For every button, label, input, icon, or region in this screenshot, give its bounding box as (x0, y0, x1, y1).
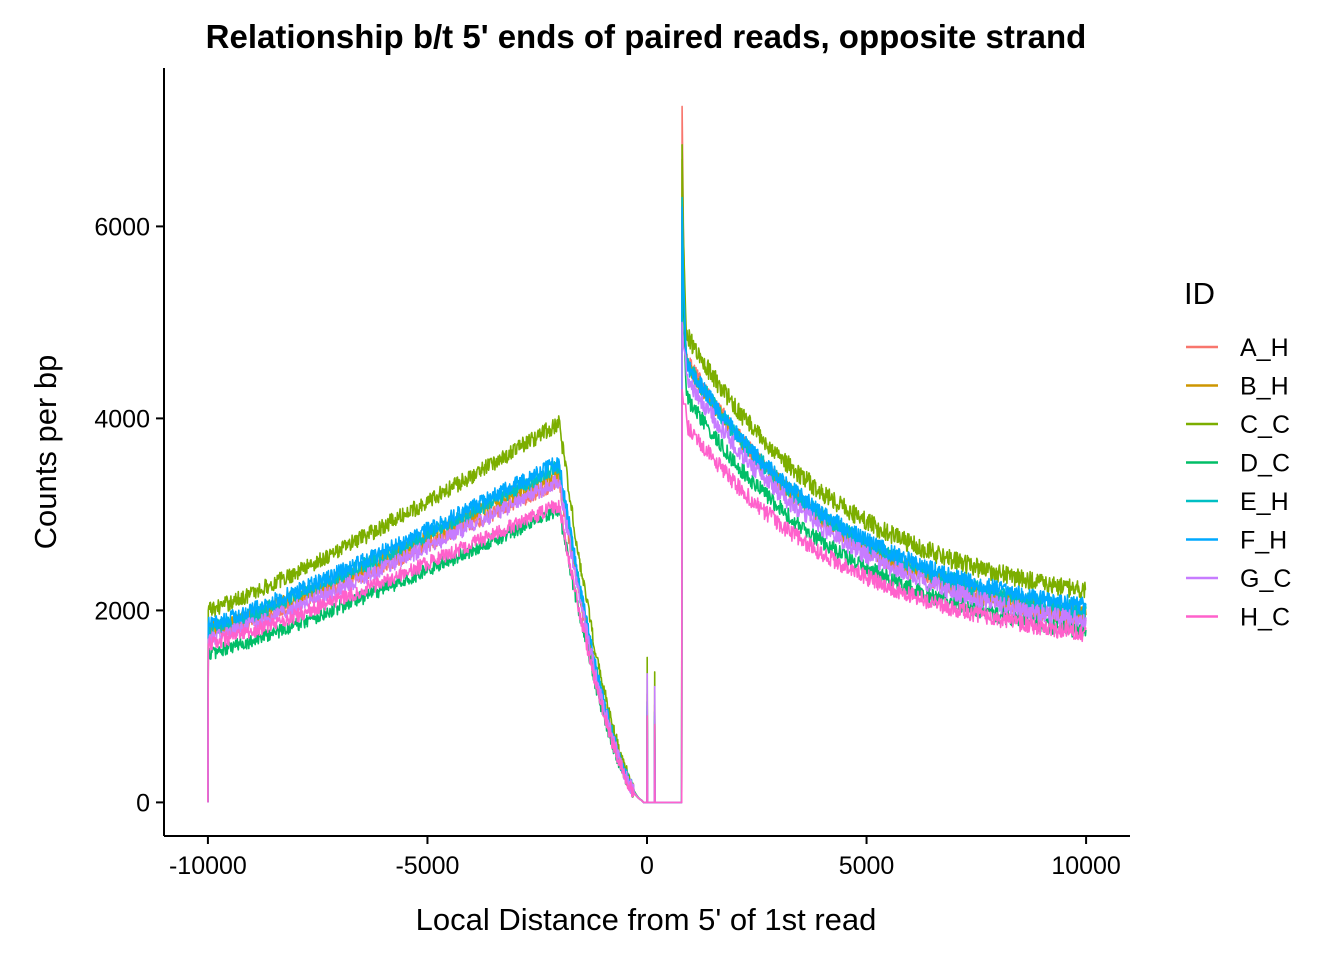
series-layer (207, 105, 1087, 804)
y-tick-label: 2000 (94, 597, 150, 625)
legend-label: H_C (1240, 604, 1290, 632)
legend-label: A_H (1240, 334, 1289, 362)
legend-label: D_C (1240, 450, 1290, 478)
series-line-h-c (207, 388, 1087, 804)
legend-items: A_H B_H C_C D_C E_H F_H G_C H_C (1186, 334, 1291, 632)
y-tick-label: 4000 (94, 405, 150, 433)
x-tick-label: 10000 (1051, 852, 1121, 880)
legend-label: C_C (1240, 411, 1290, 439)
legend-label: B_H (1240, 373, 1289, 401)
legend-title: ID (1184, 276, 1215, 311)
legend: ID A_H B_H C_C D_C E_H F_H G_C H_C (1184, 276, 1291, 632)
x-tick-label: -5000 (395, 852, 459, 880)
legend-label: E_H (1240, 488, 1289, 516)
y-tick-label: 0 (136, 789, 150, 817)
x-tick-label: -10000 (169, 852, 247, 880)
y-tick-label: 6000 (94, 213, 150, 241)
legend-label: G_C (1240, 565, 1291, 593)
legend-label: F_H (1240, 527, 1287, 555)
y-axis-label: Counts per bp (28, 355, 63, 550)
chart-title: Relationship b/t 5' ends of paired reads… (206, 18, 1087, 55)
x-tick-label: 0 (640, 852, 654, 880)
y-ticks: 0 2000 4000 6000 (94, 213, 164, 817)
x-tick-label: 5000 (839, 852, 895, 880)
plot-area: -10000 -5000 0 5000 10000 0 2000 4000 6000 (94, 68, 1130, 880)
x-ticks: -10000 -5000 0 5000 10000 (169, 836, 1121, 880)
x-axis-label: Local Distance from 5' of 1st read (416, 902, 877, 937)
